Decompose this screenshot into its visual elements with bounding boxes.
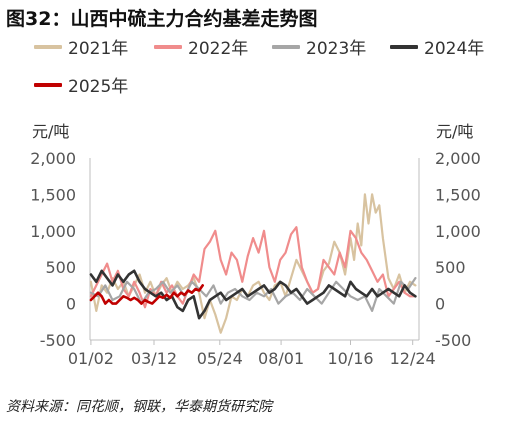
y-tick-label-right: -500: [435, 331, 471, 350]
legend-item-2: 2023年: [272, 34, 366, 59]
series-line-4: [89, 284, 204, 305]
series-line-3: [89, 269, 417, 320]
series-line-0: [89, 193, 417, 334]
legend-label: 2025年: [68, 77, 129, 97]
legend-label: 2023年: [306, 39, 367, 59]
y-tick-label-left: 0: [66, 295, 76, 314]
legend-item-4: 2025年: [34, 72, 128, 97]
x-tick-label: 05/24: [197, 349, 243, 368]
legend-swatch: [34, 82, 62, 87]
y-tick-label-left: 500: [45, 258, 76, 277]
y-tick-label-left: 1,000: [30, 222, 76, 241]
chart-plot: -500 -500 0 0 500 500 1,000 1,000 1,500 1,500 2,00…: [30, 149, 481, 368]
y-tick-label-right: 500: [435, 258, 466, 277]
source-note: 资料来源：同花顺，钢联，华泰期货研究院: [6, 399, 272, 415]
chart-title: 图32：山西中硫主力合约基差走势图: [6, 8, 318, 30]
legend-item-0: 2021年: [34, 34, 128, 59]
x-tick-label: 12/24: [390, 349, 436, 368]
x-tick-label: 03/12: [131, 349, 177, 368]
legend-item-1: 2022年: [154, 34, 248, 59]
legend-label: 2021年: [68, 39, 129, 59]
y-axis-unit-right: 元/吨: [436, 122, 474, 141]
x-tick-label: 08/01: [258, 349, 304, 368]
legend-swatch: [154, 44, 182, 49]
legend-swatch: [34, 44, 62, 49]
legend-label: 2024年: [424, 39, 485, 59]
series-line-1: [89, 226, 417, 309]
series-line-2: [89, 277, 417, 312]
y-tick-label-left: -500: [40, 331, 76, 350]
legend-item-3: 2024年: [390, 34, 484, 59]
legend-swatch: [390, 44, 418, 49]
y-axis-unit-left: 元/吨: [32, 122, 70, 141]
y-tick-label-right: 2,000: [435, 149, 481, 168]
y-tick-label-right: 1,500: [435, 185, 481, 204]
y-tick-label-left: 1,500: [30, 185, 76, 204]
x-tick-label: 10/16: [327, 349, 373, 368]
legend-swatch: [272, 44, 300, 49]
y-tick-label-right: 0: [435, 295, 445, 314]
y-tick-label-left: 2,000: [30, 149, 76, 168]
legend-label: 2022年: [188, 39, 249, 59]
x-tick-label: 01/02: [68, 349, 114, 368]
y-tick-label-right: 1,000: [435, 222, 481, 241]
